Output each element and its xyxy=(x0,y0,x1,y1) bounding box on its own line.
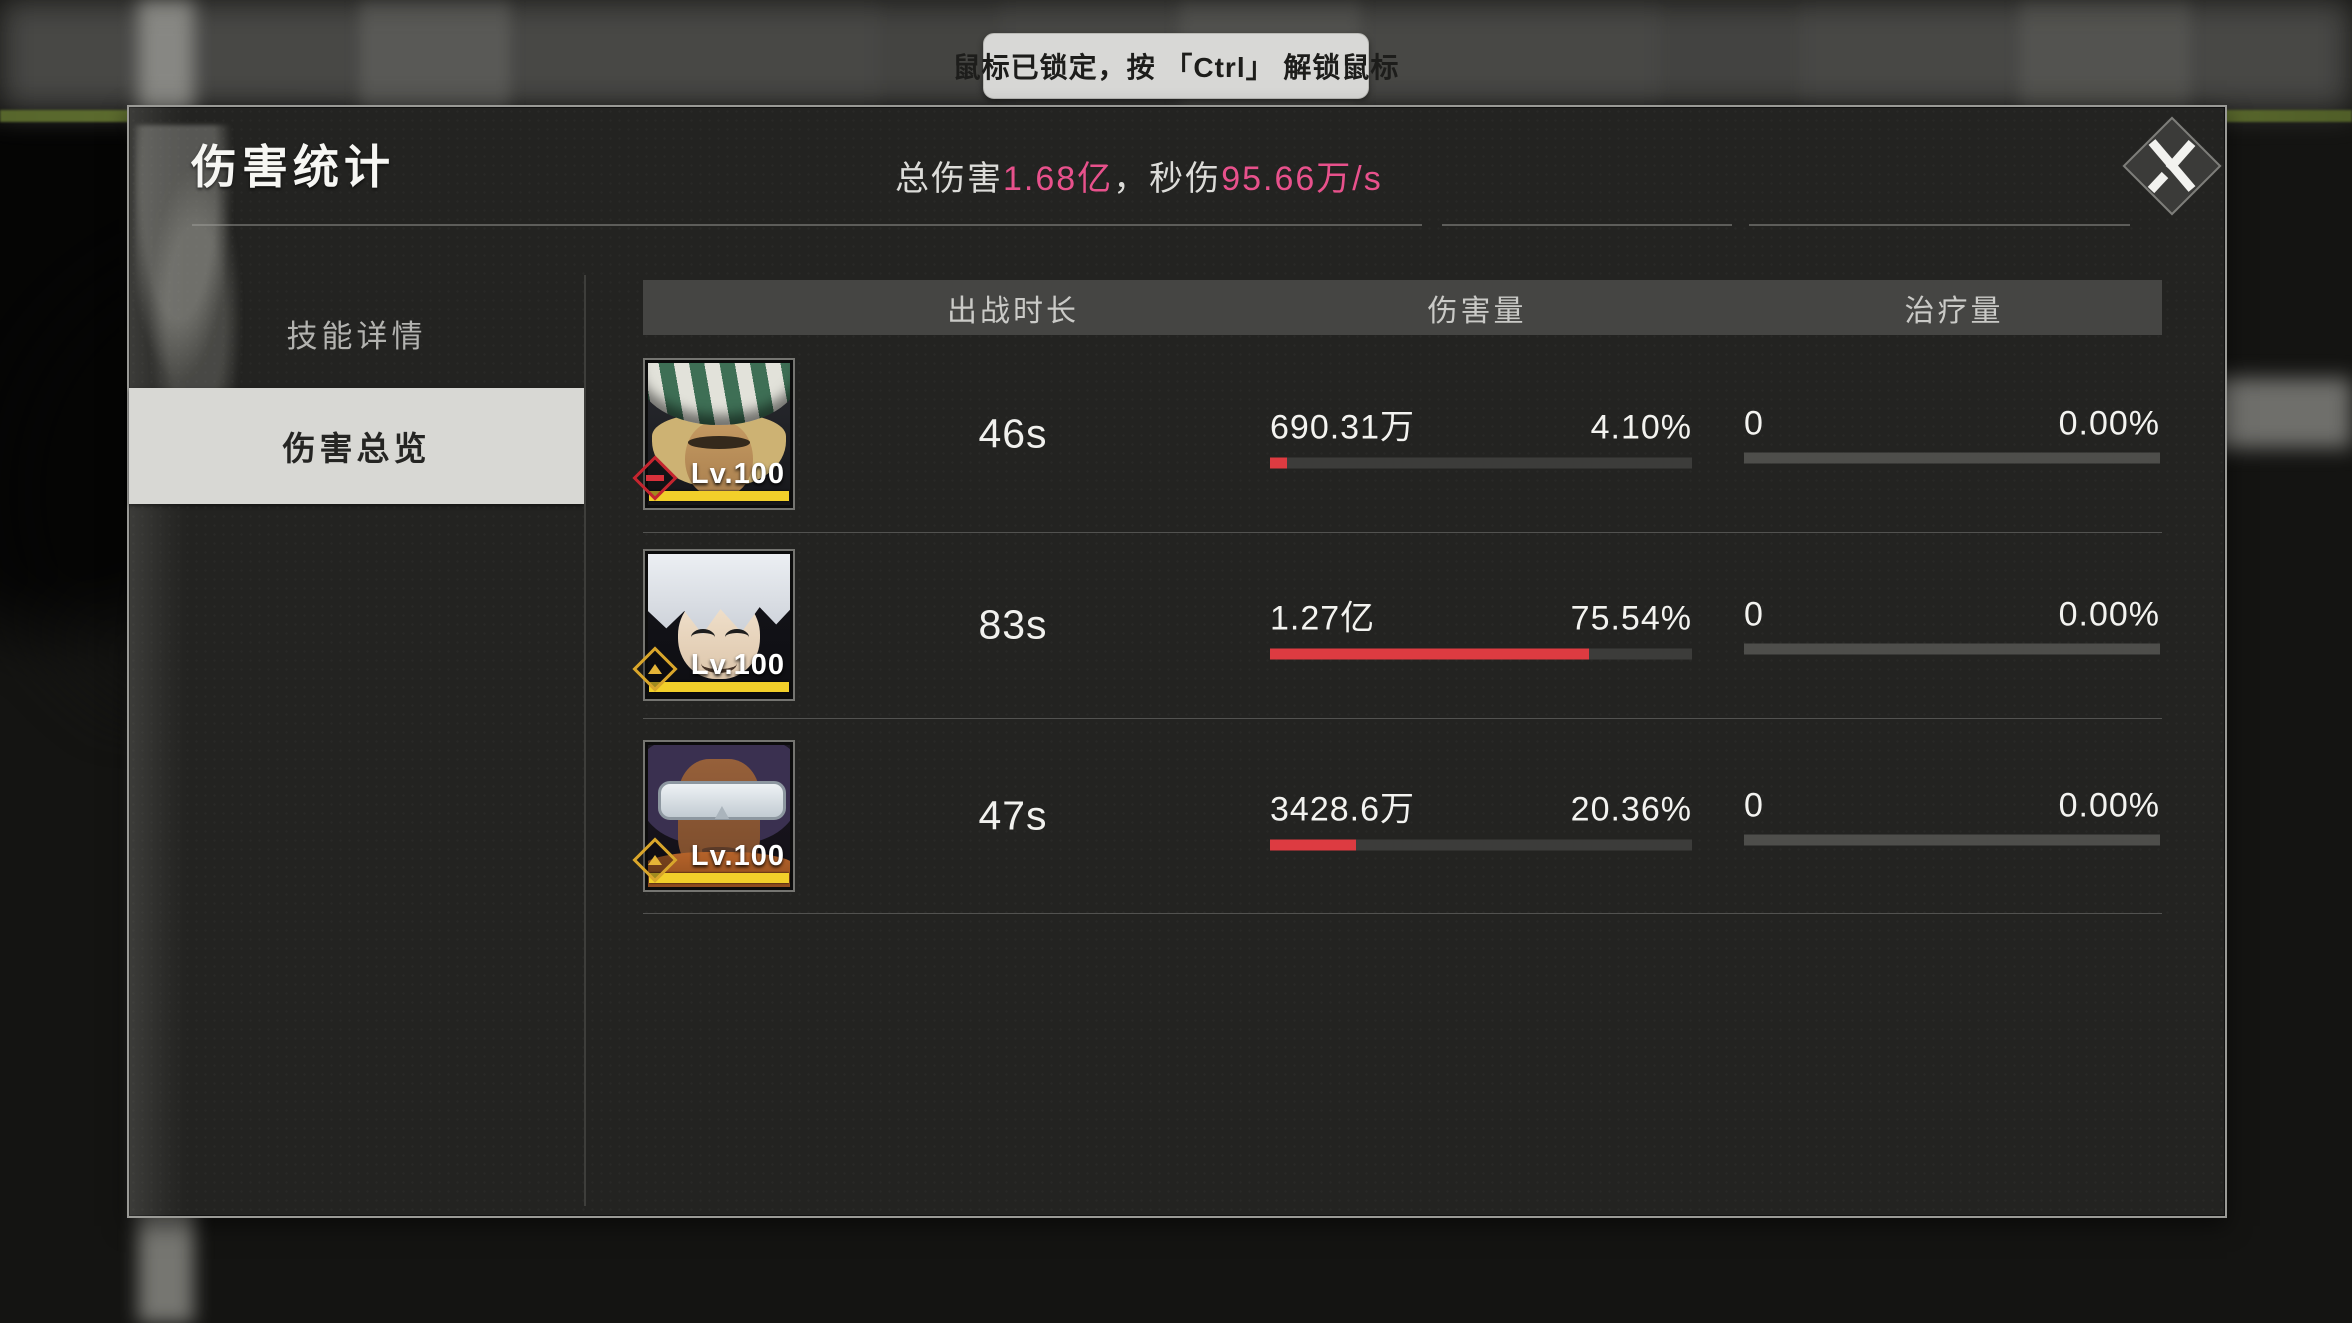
total-damage-value: 1.68亿 xyxy=(1003,160,1114,198)
total-damage-label: 总伤害 xyxy=(895,160,1003,198)
damage-bar-fill xyxy=(1270,457,1288,468)
table-header-row: 出战时长 伤害量 治疗量 xyxy=(643,280,2162,335)
damage-value: 3428.6万 xyxy=(1270,790,1415,828)
healing-bar-track xyxy=(1744,834,2160,845)
healing-value: 0 xyxy=(1744,786,1764,824)
damage-bar-track xyxy=(1270,457,1692,468)
table-row: Lv.100 83s 1.27亿 75.54% 0 0.00% xyxy=(632,532,2162,718)
avatar-hp-bar xyxy=(649,682,789,692)
healing-percent: 0.00% xyxy=(2058,786,2160,824)
damage-bar-track xyxy=(1270,648,1692,660)
table-row: Lv.100 46s 690.31万 4.10% 0 0.00% xyxy=(632,335,2162,532)
damage-percent: 20.36% xyxy=(1570,790,1692,828)
panel-title: 伤害统计 xyxy=(191,140,395,194)
column-header-combat-time: 出战时长 xyxy=(947,294,1079,328)
damage-bar-fill xyxy=(1270,839,1356,850)
damage-stat: 3428.6万 20.36% xyxy=(1270,781,1692,850)
avatar-level: Lv.100 xyxy=(690,839,785,872)
damage-percent: 4.10% xyxy=(1590,408,1692,446)
row-separator xyxy=(643,718,2162,719)
healing-percent: 0.00% xyxy=(2058,404,2160,442)
sidebar-item-damage-overview[interactable]: 伤害总览 xyxy=(129,388,584,504)
damage-stat: 690.31万 4.10% xyxy=(1270,399,1692,468)
healing-stat: 0 0.00% xyxy=(1744,786,2160,845)
table-row: Lv.100 47s 3428.6万 20.36% 0 0.00% xyxy=(632,718,2162,913)
healing-value: 0 xyxy=(1744,595,1764,634)
mouse-lock-toast: 鼠标已锁定，按 「Ctrl」 解锁鼠标 xyxy=(953,33,1398,99)
character-avatar-urahara[interactable]: Lv.100 xyxy=(632,357,795,510)
damage-stat: 1.27亿 75.54% xyxy=(1270,591,1692,660)
column-header-damage: 伤害量 xyxy=(1427,294,1527,328)
healing-stat: 0 0.00% xyxy=(1744,404,2160,463)
combat-time-value: 83s xyxy=(978,601,1048,648)
healing-stat: 0 0.00% xyxy=(1744,596,2160,655)
dps-value: 95.66万/s xyxy=(1221,160,1383,198)
avatar-hp-bar xyxy=(649,872,789,883)
column-header-healing: 治疗量 xyxy=(1904,294,2004,328)
header-divider xyxy=(1749,224,2130,226)
damage-bar-fill xyxy=(1270,648,1589,660)
row-separator xyxy=(643,532,2162,533)
healing-bar-track xyxy=(1744,643,2160,655)
combat-time-value: 47s xyxy=(978,792,1048,838)
combat-time-value: 46s xyxy=(978,410,1048,456)
damage-bar-track xyxy=(1270,839,1692,850)
header-divider xyxy=(192,224,1422,226)
row-separator xyxy=(643,913,2162,914)
sidebar-divider xyxy=(584,275,586,1206)
healing-value: 0 xyxy=(1744,404,1764,442)
header-divider xyxy=(1442,224,1732,226)
mouse-lock-toast-text: 鼠标已锁定，按 「Ctrl」 解锁鼠标 xyxy=(952,52,1400,83)
close-button[interactable] xyxy=(2122,116,2222,216)
healing-percent: 0.00% xyxy=(2058,595,2160,634)
avatar-level: Lv.100 xyxy=(690,649,785,681)
character-avatar-gin[interactable]: Lv.100 xyxy=(632,549,795,701)
sidebar-item-label: 伤害总览 xyxy=(282,430,431,467)
grunge-texture-strip xyxy=(129,107,187,1216)
dps-label: ，秒伤 xyxy=(1113,160,1222,198)
character-avatar-goggles[interactable]: Lv.100 xyxy=(632,739,795,892)
healing-bar-track xyxy=(1744,452,2160,463)
avatar-level: Lv.100 xyxy=(690,457,785,490)
damage-value: 690.31万 xyxy=(1270,408,1415,446)
damage-statistics-panel: 伤害统计 总伤害1.68亿，秒伤95.66万/s 技能详情 伤害总览 出战时长 … xyxy=(127,105,2227,1218)
sidebar-item-skill-details[interactable]: 技能详情 xyxy=(129,275,584,391)
damage-value: 1.27亿 xyxy=(1270,599,1376,638)
close-icon xyxy=(2147,139,2196,194)
sidebar-item-label: 技能详情 xyxy=(286,318,427,354)
damage-summary: 总伤害1.68亿，秒伤95.66万/s xyxy=(895,151,1383,200)
avatar-hp-bar xyxy=(649,490,789,501)
damage-percent: 75.54% xyxy=(1570,599,1692,638)
avatar-art xyxy=(648,744,790,887)
